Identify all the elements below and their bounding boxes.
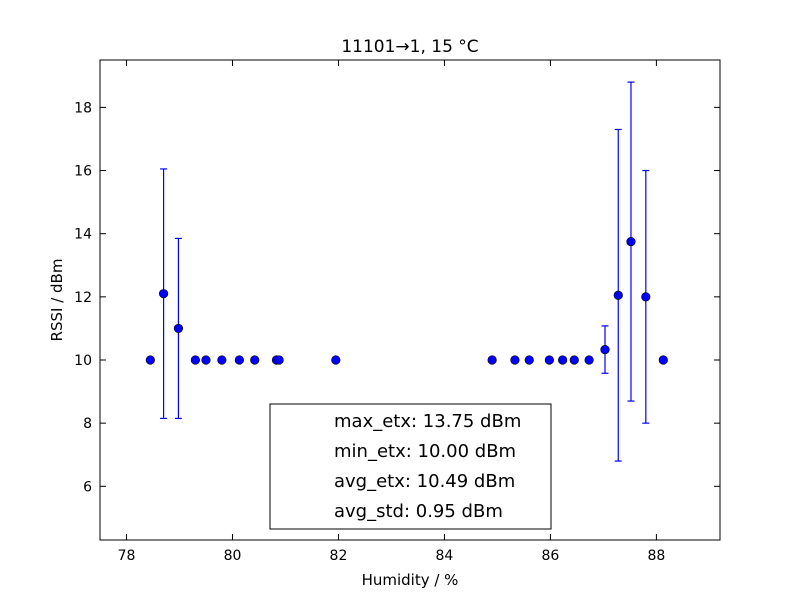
stats-avg-std: avg_std: 0.95 dBm <box>334 501 503 522</box>
data-point <box>217 355 227 365</box>
y-axis-label: RSSI / dBm <box>48 259 66 342</box>
stats-legend-frame <box>269 403 552 530</box>
data-point <box>158 289 169 299</box>
data-point <box>524 355 534 365</box>
y-tick-label: 8 <box>83 416 92 432</box>
data-point <box>613 290 623 300</box>
y-tick-label: 16 <box>74 164 92 180</box>
data-point <box>658 355 668 365</box>
data-point <box>558 355 568 365</box>
y-tick-label: 18 <box>74 100 92 116</box>
data-point <box>487 355 497 365</box>
x-tick-label: 84 <box>436 548 454 564</box>
data-point <box>600 344 610 355</box>
stats-legend: max_etx: 13.75 dBm min_etx: 10.00 dBm av… <box>269 403 552 530</box>
data-point <box>544 355 554 365</box>
x-tick-label: 80 <box>224 548 242 564</box>
x-tick-label: 86 <box>542 548 560 564</box>
data-point <box>234 355 244 365</box>
stats-max-etx: max_etx: 13.75 dBm <box>334 411 521 432</box>
y-tick-label: 14 <box>74 227 92 243</box>
data-point <box>201 355 211 365</box>
y-tick-label: 6 <box>83 479 92 495</box>
x-tick-label: 82 <box>330 548 348 564</box>
data-point <box>145 355 155 365</box>
data-point <box>510 355 520 365</box>
data-points <box>145 236 668 365</box>
y-tick-label: 12 <box>74 290 92 306</box>
data-point <box>641 292 651 302</box>
data-point <box>173 323 184 334</box>
y-axis: 6 8 10 12 14 16 18 <box>74 100 720 495</box>
y-tick-label: 10 <box>74 353 92 369</box>
x-axis: 78 80 82 84 86 88 <box>118 60 665 564</box>
stats-avg-etx: avg_etx: 10.49 dBm <box>334 471 515 492</box>
data-point <box>190 355 200 365</box>
x-tick-label: 78 <box>118 548 136 564</box>
data-point <box>250 355 260 365</box>
data-point <box>274 355 284 365</box>
data-point <box>584 355 594 365</box>
data-point <box>626 236 636 247</box>
x-tick-label: 88 <box>647 548 665 564</box>
chart-title: 11101→1, 15 °C <box>341 37 478 57</box>
data-point <box>569 355 579 365</box>
data-point <box>331 355 341 365</box>
x-axis-label: Humidity / % <box>362 571 459 589</box>
stats-min-etx: min_etx: 10.00 dBm <box>334 441 516 462</box>
